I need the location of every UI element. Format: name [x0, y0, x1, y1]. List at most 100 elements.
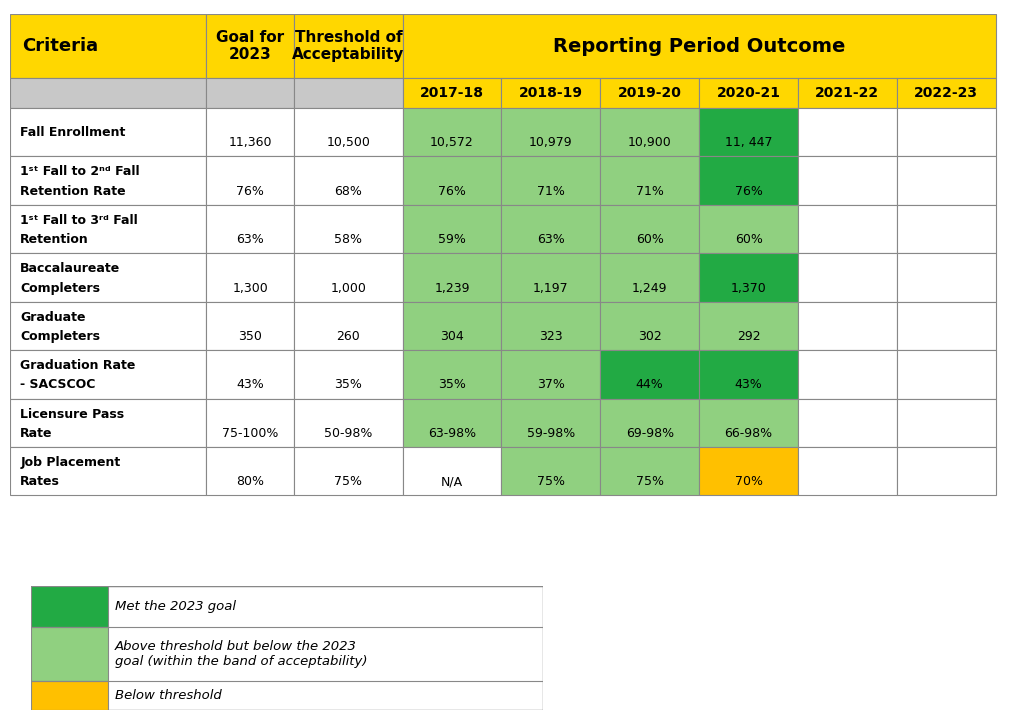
- Text: 71%: 71%: [636, 185, 664, 198]
- Text: Completers: Completers: [20, 330, 100, 343]
- Text: 1,239: 1,239: [434, 282, 470, 295]
- Text: 2019-20: 2019-20: [617, 86, 682, 100]
- Bar: [699, 253, 798, 302]
- Text: 292: 292: [736, 330, 761, 343]
- Text: 1ˢᵗ Fall to 3ʳᵈ Fall: 1ˢᵗ Fall to 3ʳᵈ Fall: [20, 214, 138, 227]
- Text: 35%: 35%: [335, 379, 362, 392]
- Bar: [897, 108, 995, 156]
- Bar: [206, 108, 294, 156]
- Text: 37%: 37%: [537, 379, 565, 392]
- Bar: [699, 156, 798, 205]
- Text: 1ˢᵗ Fall to 2ⁿᵈ Fall: 1ˢᵗ Fall to 2ⁿᵈ Fall: [20, 166, 140, 178]
- Text: 302: 302: [638, 330, 662, 343]
- Bar: [600, 350, 699, 398]
- Text: 63%: 63%: [237, 233, 264, 246]
- Text: 323: 323: [539, 330, 563, 343]
- Bar: [699, 77, 798, 108]
- Bar: [294, 350, 402, 398]
- Bar: [10, 253, 206, 302]
- Bar: [206, 350, 294, 398]
- Text: Graduation Rate: Graduation Rate: [20, 359, 135, 372]
- Text: 2021-22: 2021-22: [815, 86, 880, 100]
- Bar: [699, 205, 798, 253]
- Bar: [31, 628, 108, 681]
- Bar: [798, 447, 897, 495]
- Text: 75%: 75%: [335, 476, 362, 488]
- Text: 76%: 76%: [237, 185, 264, 198]
- Bar: [206, 253, 294, 302]
- Bar: [897, 156, 995, 205]
- Text: 10,900: 10,900: [628, 136, 672, 149]
- Text: 63-98%: 63-98%: [428, 427, 476, 440]
- Bar: [798, 253, 897, 302]
- Text: - SACSCOC: - SACSCOC: [20, 379, 95, 392]
- Text: 10,572: 10,572: [430, 136, 474, 149]
- Text: Retention: Retention: [20, 233, 89, 246]
- Text: 44%: 44%: [636, 379, 664, 392]
- Text: 2022-23: 2022-23: [914, 86, 978, 100]
- Bar: [206, 447, 294, 495]
- Text: 69-98%: 69-98%: [626, 427, 674, 440]
- Bar: [294, 156, 402, 205]
- Bar: [502, 447, 600, 495]
- Bar: [699, 398, 798, 447]
- Text: 260: 260: [337, 330, 360, 343]
- Bar: [502, 253, 600, 302]
- Bar: [798, 77, 897, 108]
- Text: N/A: N/A: [441, 476, 463, 488]
- Bar: [10, 350, 206, 398]
- Bar: [206, 14, 294, 77]
- Text: 10,500: 10,500: [327, 136, 371, 149]
- Text: 1,370: 1,370: [731, 282, 766, 295]
- Text: 75-100%: 75-100%: [222, 427, 279, 440]
- Text: 75%: 75%: [537, 476, 565, 488]
- Text: Job Placement: Job Placement: [20, 456, 121, 469]
- Text: 11,360: 11,360: [228, 136, 271, 149]
- Text: 59%: 59%: [438, 233, 466, 246]
- Text: Above threshold but below the 2023
goal (within the band of acceptability): Above threshold but below the 2023 goal …: [115, 640, 368, 668]
- Text: 350: 350: [239, 330, 262, 343]
- Bar: [600, 108, 699, 156]
- Text: 60%: 60%: [636, 233, 664, 246]
- Bar: [502, 156, 600, 205]
- Text: Rate: Rate: [20, 427, 53, 440]
- Bar: [600, 447, 699, 495]
- Bar: [798, 398, 897, 447]
- Text: 2020-21: 2020-21: [717, 86, 780, 100]
- Bar: [897, 77, 995, 108]
- Text: 304: 304: [440, 330, 464, 343]
- Bar: [798, 156, 897, 205]
- Bar: [600, 205, 699, 253]
- Bar: [402, 302, 502, 350]
- Bar: [600, 302, 699, 350]
- Bar: [699, 350, 798, 398]
- Text: 50-98%: 50-98%: [325, 427, 373, 440]
- Bar: [402, 350, 502, 398]
- Bar: [10, 398, 206, 447]
- Bar: [897, 253, 995, 302]
- Bar: [294, 253, 402, 302]
- Text: 1,000: 1,000: [331, 282, 367, 295]
- Bar: [502, 350, 600, 398]
- Text: Baccalaureate: Baccalaureate: [20, 262, 121, 275]
- Text: 58%: 58%: [335, 233, 362, 246]
- Bar: [402, 447, 502, 495]
- Bar: [798, 302, 897, 350]
- Bar: [897, 350, 995, 398]
- Text: 76%: 76%: [734, 185, 763, 198]
- Bar: [206, 205, 294, 253]
- Text: 59-98%: 59-98%: [526, 427, 575, 440]
- Bar: [699, 302, 798, 350]
- Text: 70%: 70%: [734, 476, 763, 488]
- Bar: [294, 77, 402, 108]
- Text: 1,300: 1,300: [232, 282, 268, 295]
- Text: 66-98%: 66-98%: [725, 427, 773, 440]
- Text: 63%: 63%: [537, 233, 565, 246]
- Text: 43%: 43%: [734, 379, 763, 392]
- Bar: [600, 253, 699, 302]
- Bar: [10, 77, 206, 108]
- Text: Threshold of
Acceptability: Threshold of Acceptability: [292, 30, 404, 62]
- Bar: [10, 205, 206, 253]
- Bar: [897, 398, 995, 447]
- Text: 71%: 71%: [537, 185, 565, 198]
